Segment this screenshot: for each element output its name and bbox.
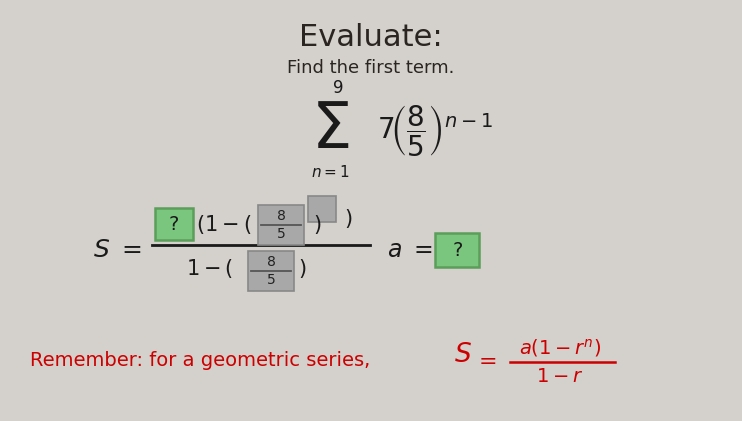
Text: $)$: $)$ (298, 256, 306, 280)
Text: 9: 9 (332, 79, 344, 97)
Text: Evaluate:: Evaluate: (299, 24, 443, 53)
FancyBboxPatch shape (435, 233, 479, 267)
Text: $S\ =$: $S\ =$ (93, 238, 142, 262)
Text: $a(1-r^{n})$: $a(1-r^{n})$ (519, 337, 601, 359)
Text: Find the first term.: Find the first term. (287, 59, 455, 77)
Text: $a\ =$: $a\ =$ (387, 238, 433, 262)
Text: $n=1$: $n=1$ (311, 164, 349, 180)
Text: $(1-($: $(1-($ (197, 213, 252, 235)
Text: $\Sigma$: $\Sigma$ (311, 99, 349, 161)
FancyBboxPatch shape (308, 196, 336, 222)
Text: $S$: $S$ (454, 342, 472, 368)
Text: $?$: $?$ (451, 240, 462, 259)
Text: $8$: $8$ (276, 209, 286, 223)
Text: $=$: $=$ (473, 350, 496, 370)
Text: $7\!\left(\dfrac{8}{5}\right)^{n-1}$: $7\!\left(\dfrac{8}{5}\right)^{n-1}$ (377, 102, 493, 157)
Text: $1-r$: $1-r$ (536, 368, 584, 386)
FancyBboxPatch shape (248, 251, 294, 291)
Text: $5$: $5$ (276, 227, 286, 241)
Text: Remember: for a geometric series,: Remember: for a geometric series, (30, 351, 370, 370)
Text: $?$: $?$ (168, 215, 180, 234)
Text: $1-($: $1-($ (186, 256, 234, 280)
FancyBboxPatch shape (258, 205, 304, 245)
Text: $)$: $)$ (313, 213, 321, 235)
Text: $)$: $)$ (344, 206, 352, 229)
Text: $5$: $5$ (266, 273, 276, 287)
FancyBboxPatch shape (155, 208, 193, 240)
Text: $8$: $8$ (266, 255, 276, 269)
